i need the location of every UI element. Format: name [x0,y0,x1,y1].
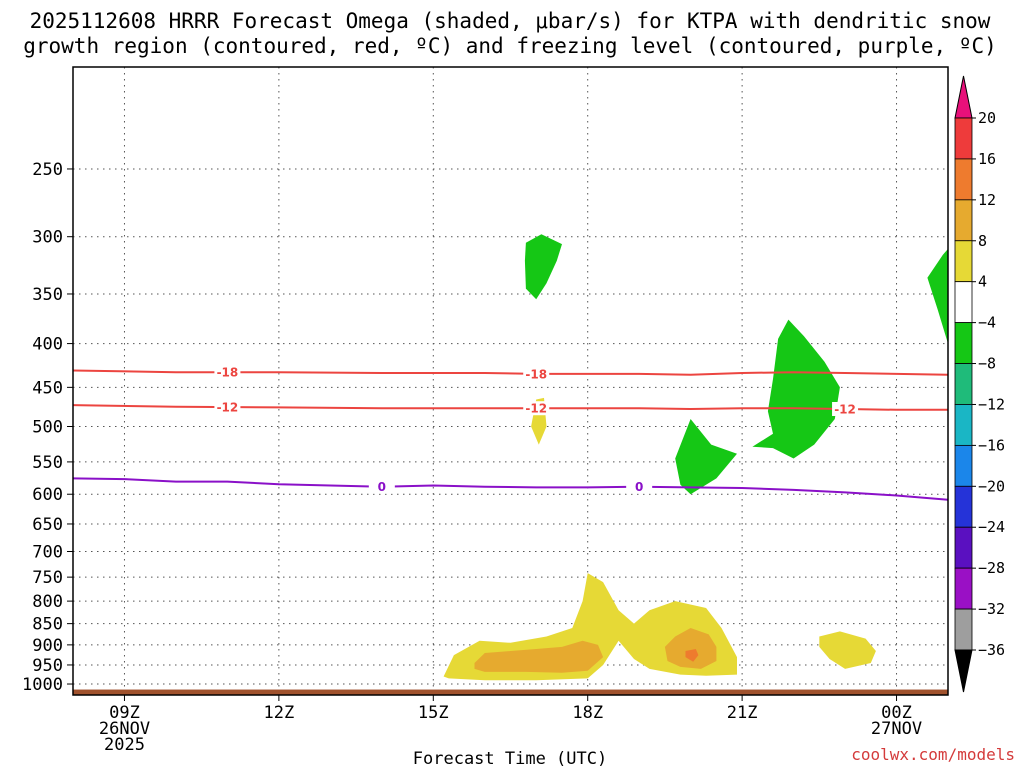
isotherm-label--12: -12 [217,401,239,415]
chart-title-line1: 2025112608 HRRR Forecast Omega (shaded, … [30,9,991,33]
omega-green-blob-450mb [752,319,840,459]
isotherm-label-bg [368,479,395,494]
isotherm-line-0 [73,477,948,501]
y-tick-label-350: 350 [32,285,63,305]
colorbar-segment-5 [954,322,973,364]
y-tick-label-250: 250 [32,160,63,180]
omega-green-blob-350mb-right [927,248,948,344]
colorbar-label-12: −32 [978,600,1005,618]
colorbar-segment-1 [954,158,973,201]
isotherm-label--18: -18 [217,366,239,380]
omega-green-blob-550mb [675,419,737,495]
y-tick-label-650: 650 [32,515,63,535]
colorbar-segment-4 [954,281,973,324]
colorbar-segment-3 [954,240,973,283]
x-tick-label-9-1: 26NOV [99,719,150,739]
omega-orange-blob-left [474,640,604,673]
x-tick-label-15-0: 15Z [418,703,449,723]
plot-content: -18 -18 -12 -12 -12 0 0 [73,67,948,695]
isotherm-label-bg [523,401,550,416]
y-tick-label-300: 300 [32,228,63,248]
credit-text: coolwx.com/models [851,745,1015,764]
x-tick-label-18-0: 18Z [572,703,603,723]
colorbar-label-10: −24 [978,518,1005,536]
y-tick-label-800: 800 [32,592,63,612]
colorbar-segment-7 [954,404,973,446]
isotherm-label-bg [832,401,859,416]
omega-green-blob-300mb [524,234,562,300]
colorbar-segment-0 [954,117,973,160]
y-tick-label-1000: 1000 [22,675,63,695]
colorbar-segment-11 [954,567,973,610]
y-tick-label-700: 700 [32,543,63,563]
colorbar-bottom-arrow [954,649,973,693]
isotherm-label--12: -12 [834,402,856,416]
colorbar-label-8: −16 [978,436,1005,454]
colorbar-segment-8 [954,444,973,487]
x-axis-label: Forecast Time (UTC) [413,749,607,768]
isotherm-label-bg [626,479,653,494]
y-tick-label-600: 600 [32,485,63,505]
colorbar-label-0: 20 [978,109,996,127]
colorbar-segment-2 [954,199,973,242]
colorbar-label-5: −4 [978,314,996,332]
y-tick-label-950: 950 [32,656,63,676]
x-tick-label-9-0: 09Z [109,703,140,723]
plot-area: -18 -18 -12 -12 -12 0 0 [73,67,948,695]
x-tick-label-24-0: 00Z [881,703,912,723]
isotherm-line--18 [73,369,948,376]
isotherm-label-0: 0 [378,480,386,494]
terrain-bar [73,689,948,695]
colorbar-top-arrow [954,75,973,119]
plot-frame [72,66,949,696]
colorbar-segment-6 [954,363,973,405]
y-tick-label-550: 550 [32,453,63,473]
x-tick-label-9-2: 2025 [104,735,145,755]
y-tick-label-400: 400 [32,335,63,355]
isotherm-label--18: -18 [525,367,547,381]
isotherm-label-0: 0 [635,480,643,494]
colorbar-label-7: −12 [978,395,1005,413]
colorbar-label-6: −8 [978,355,996,373]
colorbar-segment-12 [954,608,973,651]
colorbar-label-2: 12 [978,191,996,209]
omega-red-dot [685,649,699,662]
colorbar-segment-9 [954,485,973,528]
y-tick-label-750: 750 [32,568,63,588]
x-tick-label-12-0: 12Z [264,703,295,723]
isotherm-label-bg [214,365,241,380]
chart-title-line2: growth region (contoured, red, ºC) and f… [23,34,997,58]
colorbar-label-3: 8 [978,232,987,250]
omega-yellow-blob-920mb [819,631,876,669]
colorbar-label-1: 16 [978,150,996,168]
y-tick-label-850: 850 [32,615,63,635]
colorbar-segment-10 [954,526,973,569]
isotherm-label--12: -12 [525,402,547,416]
colorbar: 20 16 12 8 4 −4 −8 −12 −16 −20 −24 −28 −32 −36 [954,75,1005,693]
x-tick-label-24-1: 27NOV [871,719,922,739]
axes: 2503003504004505005506006507007508008509… [22,66,949,755]
x-tick-label-21-0: 21Z [727,703,758,723]
omega-orange-blob-right [664,628,717,669]
isotherm-label-bg [214,400,241,415]
y-tick-label-450: 450 [32,378,63,398]
colorbar-label-13: −36 [978,641,1005,659]
y-tick-label-900: 900 [32,636,63,656]
colorbar-label-4: 4 [978,273,987,291]
colorbar-label-11: −28 [978,559,1005,577]
isotherm-label-bg [523,366,550,381]
colorbar-label-9: −20 [978,477,1005,495]
y-tick-label-500: 500 [32,417,63,437]
